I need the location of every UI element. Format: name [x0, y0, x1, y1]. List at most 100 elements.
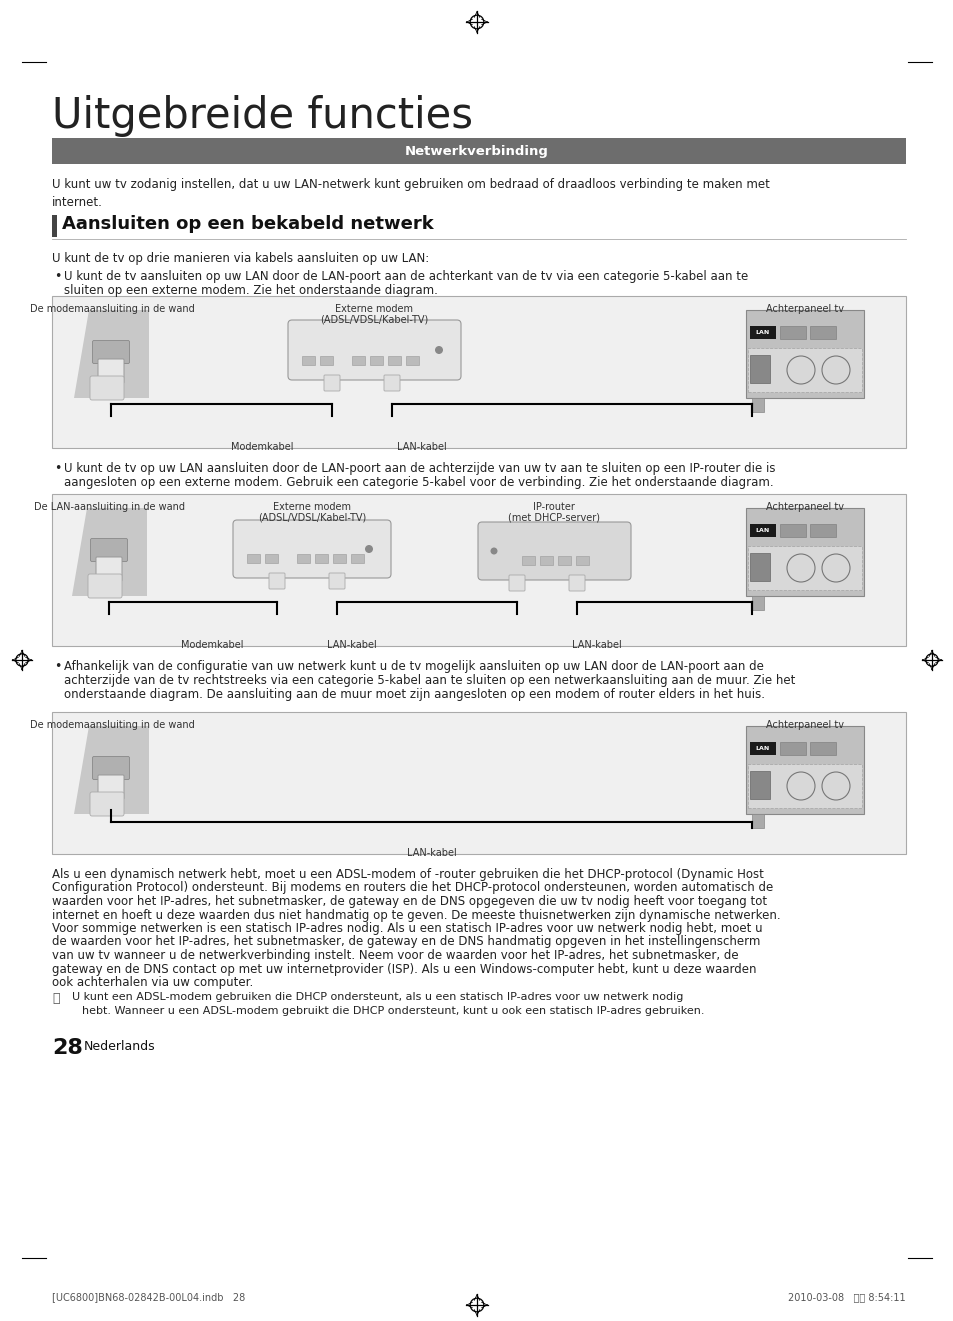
FancyBboxPatch shape [269, 573, 285, 589]
Bar [247, 553, 260, 563]
Text: sluiten op een externe modem. Zie het onderstaande diagram.: sluiten op een externe modem. Zie het on… [64, 284, 437, 297]
Bar [749, 771, 769, 799]
FancyBboxPatch shape [96, 557, 122, 581]
Bar [780, 742, 805, 756]
FancyBboxPatch shape [509, 575, 524, 590]
Bar [406, 355, 418, 365]
Bar [809, 524, 835, 538]
Bar [558, 556, 571, 565]
Bar [751, 814, 763, 828]
Text: 28: 28 [52, 1038, 83, 1058]
FancyBboxPatch shape [747, 546, 862, 590]
Text: Uitgebreide functies: Uitgebreide functies [52, 95, 473, 137]
Text: internet en hoeft u deze waarden dus niet handmatig op te geven. De meeste thuis: internet en hoeft u deze waarden dus nie… [52, 909, 780, 922]
Text: waarden voor het IP-adres, het subnetmasker, de gateway en de DNS opgegeven die : waarden voor het IP-adres, het subnetmas… [52, 896, 766, 908]
Text: [UC6800]BN68-02842B-00L04.indb   28: [UC6800]BN68-02842B-00L04.indb 28 [52, 1292, 245, 1303]
Bar [809, 326, 835, 339]
FancyBboxPatch shape [98, 775, 124, 799]
Text: aangesloten op een externe modem. Gebruik een categorie 5-kabel voor de verbindi: aangesloten op een externe modem. Gebrui… [64, 476, 773, 489]
FancyBboxPatch shape [288, 320, 460, 380]
Text: (ADSL/VDSL/Kabel-TV): (ADSL/VDSL/Kabel-TV) [319, 314, 428, 324]
Text: ook achterhalen via uw computer.: ook achterhalen via uw computer. [52, 976, 253, 989]
Text: Achterpaneel tv: Achterpaneel tv [765, 720, 843, 731]
Bar [52, 494, 905, 646]
Circle shape [490, 547, 497, 555]
Bar [333, 553, 346, 563]
Bar [521, 556, 535, 565]
Text: U kunt een ADSL-modem gebruiken die DHCP ondersteunt, als u een statisch IP-adre: U kunt een ADSL-modem gebruiken die DHCP… [71, 992, 682, 1003]
Bar [265, 553, 277, 563]
Text: LAN: LAN [755, 528, 769, 532]
Bar [388, 355, 400, 365]
Text: •: • [54, 269, 61, 283]
Text: U kunt uw tv zodanig instellen, dat u uw LAN-netwerk kunt gebruiken om bedraad o: U kunt uw tv zodanig instellen, dat u uw… [52, 178, 769, 210]
Bar [351, 553, 364, 563]
Bar [319, 355, 333, 365]
Bar [314, 553, 328, 563]
Text: Voor sommige netwerken is een statisch IP-adres nodig. Als u een statisch IP-adr: Voor sommige netwerken is een statisch I… [52, 922, 761, 935]
Bar [749, 355, 769, 383]
Text: Aansluiten op een bekabeld netwerk: Aansluiten op een bekabeld netwerk [62, 215, 434, 232]
Bar [370, 355, 382, 365]
Text: IP-router: IP-router [533, 502, 575, 513]
Text: Externe modem: Externe modem [273, 502, 351, 513]
FancyBboxPatch shape [92, 341, 130, 363]
Text: LAN-kabel: LAN-kabel [572, 639, 621, 650]
Bar [296, 553, 310, 563]
FancyBboxPatch shape [329, 573, 345, 589]
Bar [809, 742, 835, 756]
Bar [745, 727, 863, 814]
Polygon shape [74, 310, 149, 398]
Bar [745, 509, 863, 596]
Text: onderstaande diagram. De aansluiting aan de muur moet zijn aangesloten op een mo: onderstaande diagram. De aansluiting aan… [64, 688, 764, 701]
Text: Afhankelijk van de configuratie van uw netwerk kunt u de tv mogelijk aansluiten : Afhankelijk van de configuratie van uw n… [64, 660, 763, 672]
FancyBboxPatch shape [90, 376, 124, 400]
Polygon shape [74, 727, 149, 814]
FancyBboxPatch shape [568, 575, 584, 590]
Bar [352, 355, 365, 365]
FancyBboxPatch shape [324, 375, 339, 391]
Text: Modemkabel: Modemkabel [231, 443, 293, 452]
Polygon shape [71, 509, 147, 596]
Text: van uw tv wanneer u de netwerkverbinding instelt. Neem voor de waarden voor het : van uw tv wanneer u de netwerkverbinding… [52, 948, 738, 962]
Bar [751, 398, 763, 412]
Circle shape [365, 546, 373, 553]
Text: Netwerkverbinding: Netwerkverbinding [405, 144, 548, 157]
Text: De LAN-aansluiting in de wand: De LAN-aansluiting in de wand [34, 502, 185, 513]
Text: Configuration Protocol) ondersteunt. Bij modems en routers die het DHCP-protocol: Configuration Protocol) ondersteunt. Bij… [52, 881, 773, 894]
Bar [52, 215, 57, 236]
FancyBboxPatch shape [747, 764, 862, 808]
Text: (met DHCP-server): (met DHCP-server) [507, 513, 599, 522]
Bar [749, 553, 769, 581]
Text: Nederlands: Nederlands [84, 1040, 155, 1053]
Bar [749, 742, 775, 756]
Text: Achterpaneel tv: Achterpaneel tv [765, 502, 843, 513]
Bar [102, 587, 110, 596]
Text: Als u een dynamisch netwerk hebt, moet u een ADSL-modem of -router gebruiken die: Als u een dynamisch netwerk hebt, moet u… [52, 868, 763, 881]
Bar [539, 556, 553, 565]
Text: hebt. Wanneer u een ADSL-modem gebruikt die DHCP ondersteunt, kunt u ook een sta: hebt. Wanneer u een ADSL-modem gebruikt … [82, 1007, 703, 1016]
Bar [749, 524, 775, 538]
FancyBboxPatch shape [477, 522, 630, 580]
Bar [780, 326, 805, 339]
Text: U kunt de tv op uw LAN aansluiten door de LAN-poort aan de achterzijde van uw tv: U kunt de tv op uw LAN aansluiten door d… [64, 462, 775, 476]
Text: Externe modem: Externe modem [335, 304, 413, 314]
Text: 📝: 📝 [52, 992, 59, 1005]
Text: 2010-03-08   오후 8:54:11: 2010-03-08 오후 8:54:11 [787, 1292, 905, 1303]
Text: Achterpaneel tv: Achterpaneel tv [765, 304, 843, 314]
FancyBboxPatch shape [384, 375, 399, 391]
Bar [104, 804, 112, 814]
Bar [104, 388, 112, 398]
Bar [745, 310, 863, 398]
Bar [749, 326, 775, 339]
Text: LAN-kabel: LAN-kabel [396, 443, 446, 452]
Bar [751, 596, 763, 610]
Text: LAN-kabel: LAN-kabel [406, 848, 456, 859]
FancyBboxPatch shape [92, 757, 130, 779]
FancyBboxPatch shape [747, 347, 862, 392]
Bar [52, 712, 905, 853]
Text: LAN: LAN [755, 330, 769, 336]
Bar [576, 556, 588, 565]
Text: LAN-kabel: LAN-kabel [327, 639, 376, 650]
Bar [52, 137, 905, 164]
